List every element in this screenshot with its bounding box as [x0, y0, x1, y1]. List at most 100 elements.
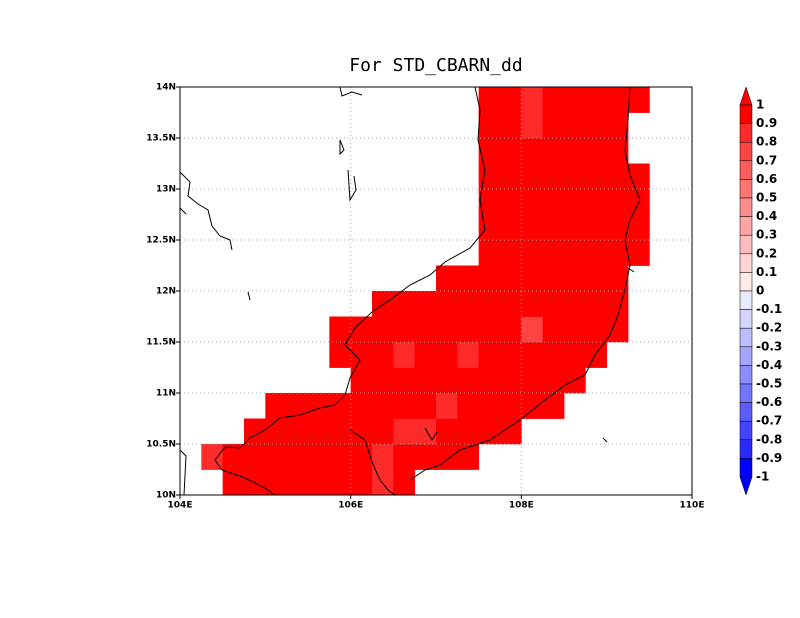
grid-cell [564, 214, 586, 241]
grid-cell [500, 316, 522, 343]
grid-cell [478, 418, 501, 445]
grid-cell [500, 138, 522, 164]
grid-cell [521, 189, 544, 215]
grid-cell [436, 444, 458, 470]
grid-cell [393, 367, 416, 394]
grid-cell [372, 469, 394, 496]
grid-cell [478, 393, 501, 419]
colorbar-label: -0.3 [756, 339, 782, 353]
grid-cell [436, 393, 458, 419]
colorbar-label: 0.2 [756, 246, 777, 260]
colorbar-label: -0.8 [756, 432, 782, 446]
grid-cell [521, 316, 544, 343]
grid-cell [521, 393, 544, 419]
colorbar-label: -0.5 [756, 377, 782, 391]
colorbar-label: -0.9 [756, 451, 782, 465]
colorbar-box [739, 309, 753, 329]
grid-cell [414, 291, 437, 317]
grid-cell [436, 291, 458, 317]
grid-cell [436, 265, 458, 292]
grid-cell [585, 240, 608, 266]
grid-cell [393, 444, 416, 470]
grid-cell [329, 418, 352, 445]
grid-cell [265, 469, 288, 496]
colorbar-box [739, 141, 753, 162]
colorbar-box [739, 272, 753, 292]
grid-cell [436, 418, 458, 445]
grid-cell [521, 291, 544, 317]
y-tick-label: 12N [156, 287, 176, 297]
grid-cell [521, 112, 544, 139]
grid-cell [478, 265, 501, 292]
colorbar-label: -0.4 [756, 358, 782, 372]
grid-cell [478, 112, 501, 139]
coastline [179, 86, 641, 496]
colorbar-label: 0.5 [756, 191, 777, 205]
grid-cell [542, 112, 565, 139]
colorbar-box [739, 104, 753, 124]
grid-cell [372, 444, 394, 470]
grid-cell [500, 240, 522, 266]
grid-cell [542, 214, 565, 241]
axes: 104E 106E 108E 110E 10N 10.5N 11N 11.5N 12N 12.5N… [146, 83, 704, 511]
grid-cell [372, 342, 394, 368]
grid-cell [500, 342, 522, 368]
grid-cell [457, 418, 480, 445]
colorbar-box [739, 383, 753, 403]
grid-cell [478, 87, 501, 113]
x-tick-label: 110E [680, 501, 705, 511]
grid-cell [500, 418, 522, 445]
colorbar-label: 0.9 [756, 116, 777, 130]
grid-cell [457, 367, 480, 394]
grid-cell [606, 240, 629, 266]
grid-cell [457, 291, 480, 317]
colorbar-label: 0.1 [756, 265, 777, 279]
colorbar-box [739, 179, 753, 199]
colorbar-box [739, 123, 753, 143]
colorbar-box [739, 346, 753, 366]
grid-cell [585, 87, 608, 113]
grid-cell [414, 418, 437, 445]
grid-cell [628, 214, 650, 241]
grid [180, 87, 692, 495]
colorbar-box [739, 327, 753, 348]
grid-cell [478, 163, 501, 190]
grid-cell [606, 163, 629, 190]
colorbar-label: 1 [756, 98, 764, 112]
grid-cell [564, 265, 586, 292]
colorbar-label: 0.7 [756, 153, 777, 167]
colorbar-box [739, 216, 753, 236]
colorbar: 1 0.9 0.8 0.7 0.6 0.5 0.4 0.3 0.2 0.1 0 -0.1 -0.2 -0.… [739, 86, 782, 496]
grid-cell [350, 342, 373, 368]
grid-cell [500, 163, 522, 190]
grid-cell [308, 444, 330, 470]
y-tick-label: 14N [156, 83, 176, 93]
grid-cell [478, 214, 501, 241]
grid-cell [606, 138, 629, 164]
grid-cell [478, 138, 501, 164]
grid-cell [286, 393, 309, 419]
colorbar-box [739, 402, 753, 422]
grid-cell [585, 189, 608, 215]
grid-cell [478, 189, 501, 215]
grid-cell [542, 367, 565, 394]
grid-cell [585, 291, 608, 317]
grid-cell [606, 189, 629, 215]
grid-cell [329, 316, 352, 343]
grid-cell [542, 163, 565, 190]
field [201, 87, 650, 496]
grid-cell [585, 163, 608, 190]
colorbar-box [739, 420, 753, 441]
grid-cell [308, 418, 330, 445]
grid-cell [329, 469, 352, 496]
grid-cell [478, 367, 501, 394]
grid-cell [329, 393, 352, 419]
grid-cell [350, 316, 373, 343]
colorbar-top-arrow [739, 86, 753, 106]
grid-cell [521, 214, 544, 241]
grid-cell [350, 393, 373, 419]
grid-cell [457, 444, 480, 470]
y-tick-label: 13.5N [146, 134, 176, 144]
grid-cell [372, 316, 394, 343]
grid-cell [414, 367, 437, 394]
